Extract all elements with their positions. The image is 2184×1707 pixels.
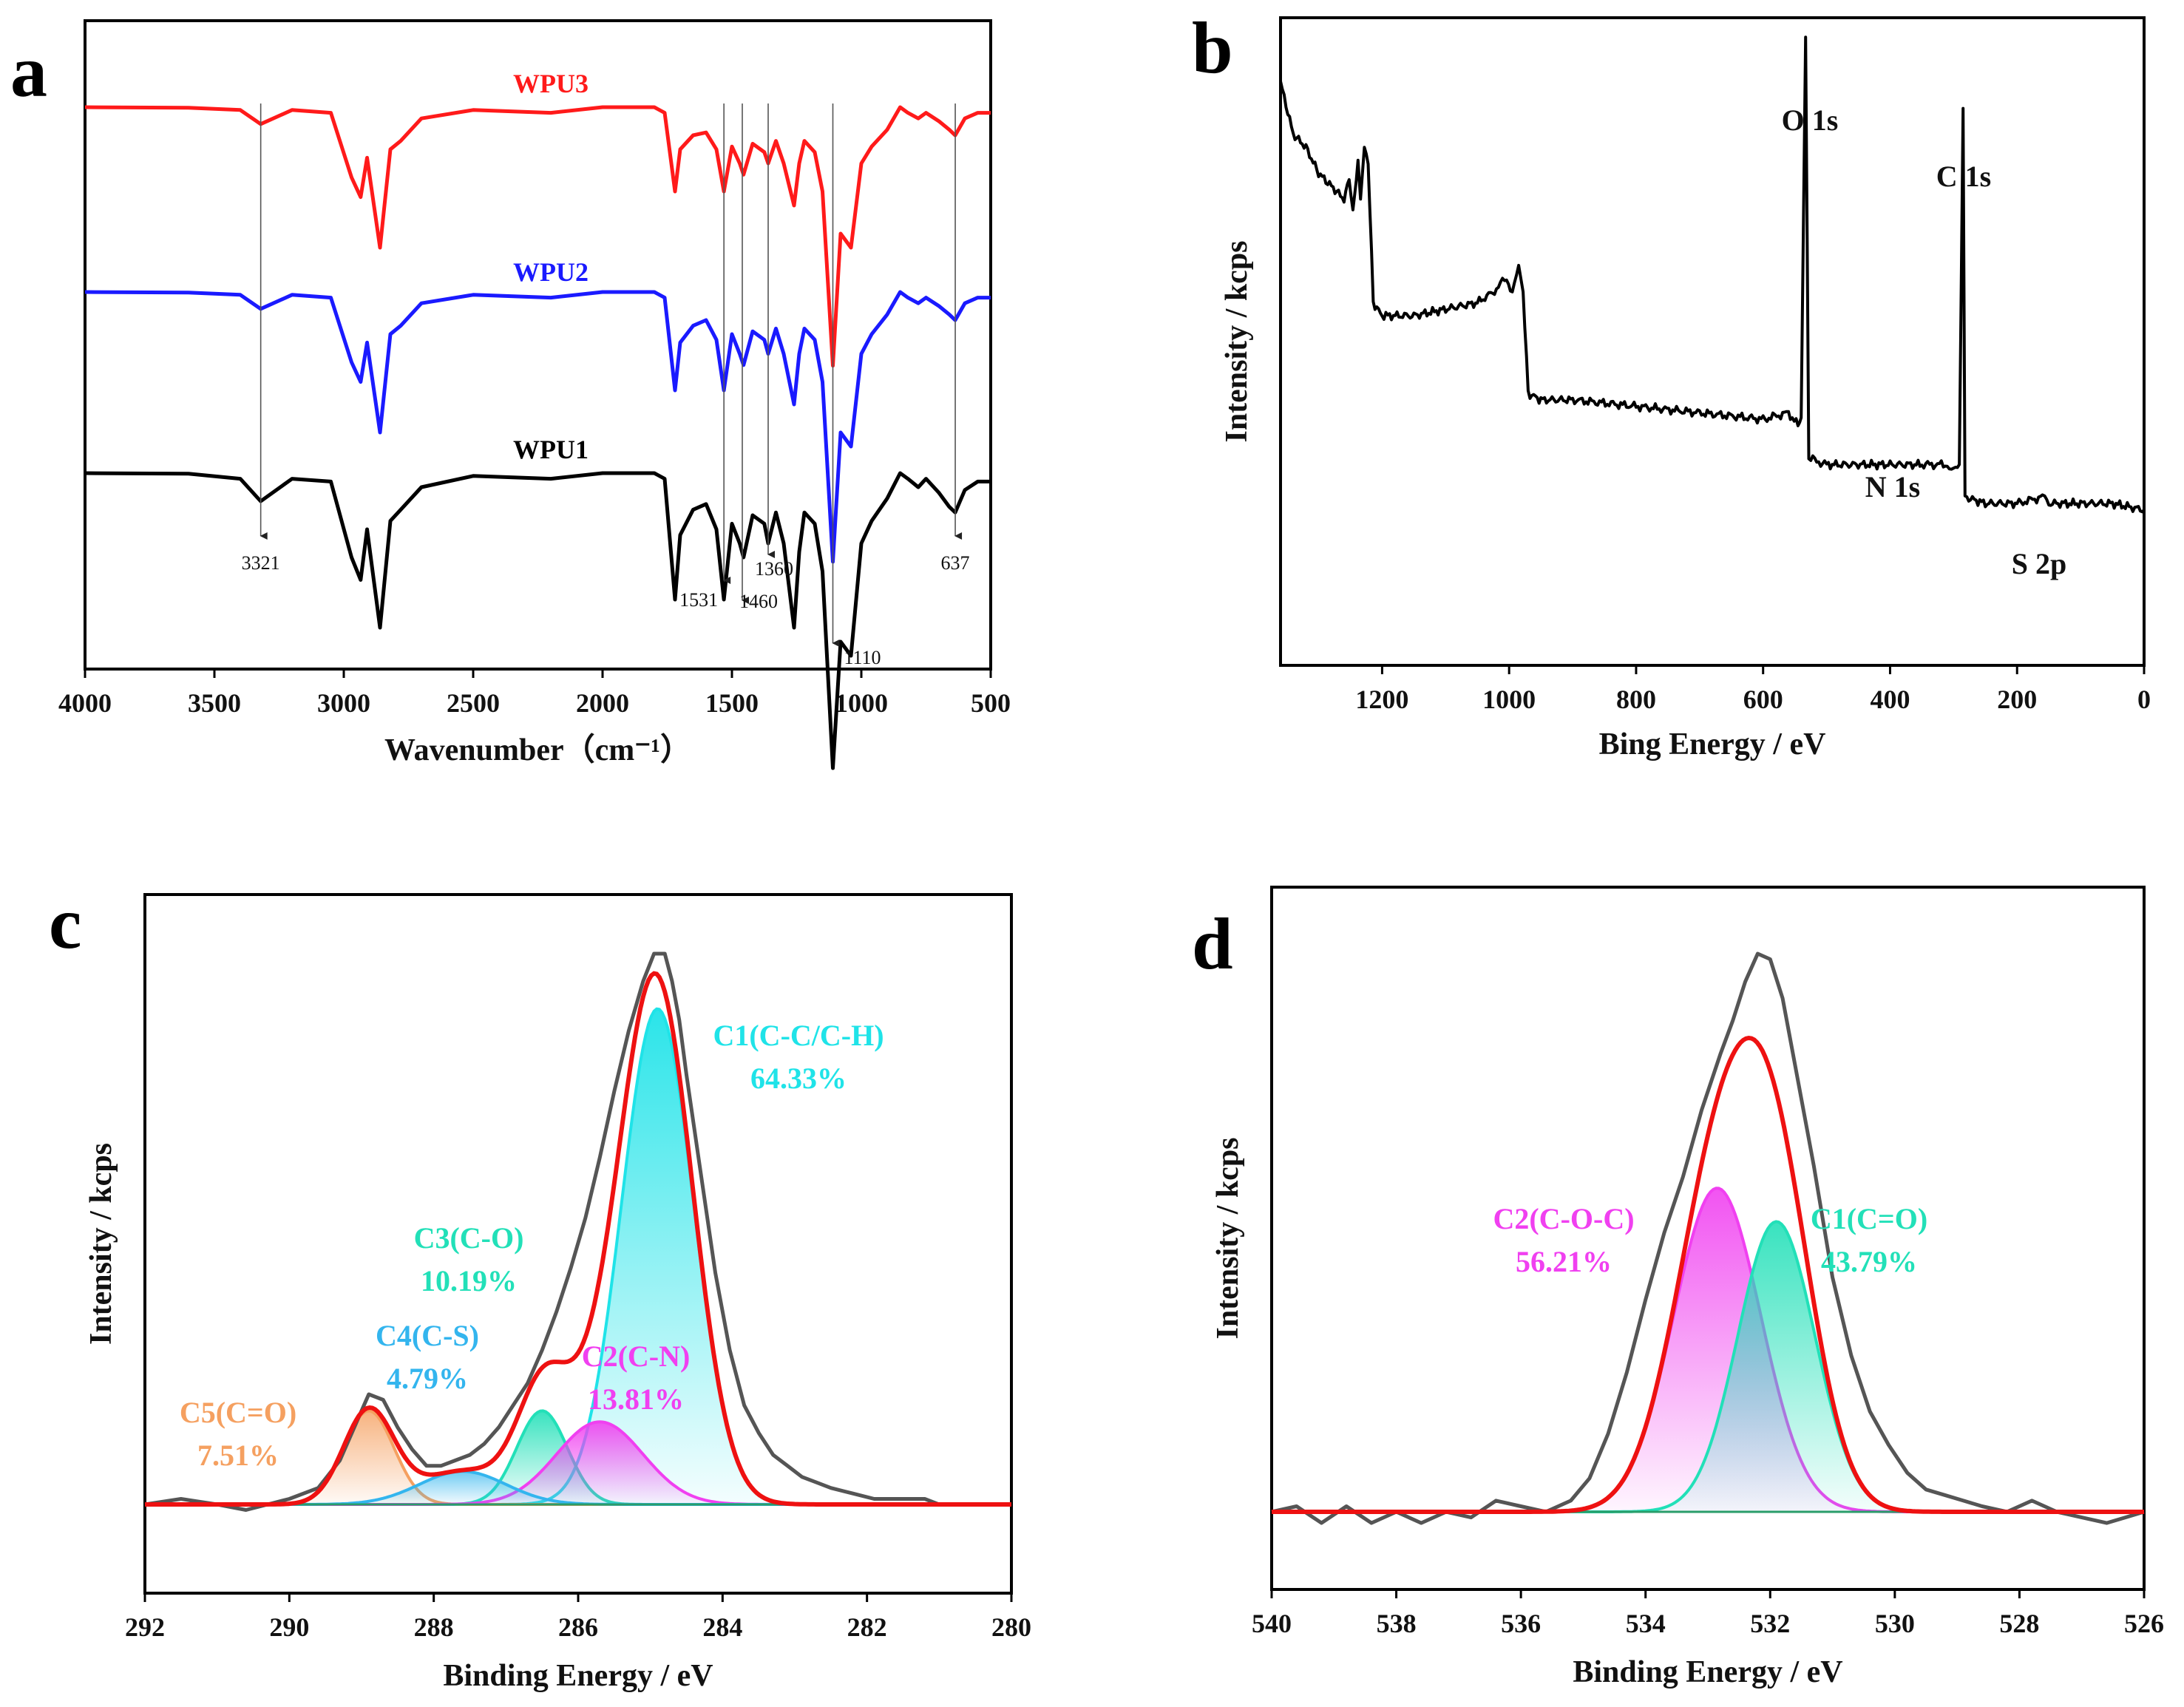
- ftir-marker-label-637: 637: [941, 552, 970, 574]
- panel-c-component-name: C3(C-O): [414, 1221, 524, 1255]
- panel-c-xtick-label: 282: [847, 1612, 887, 1642]
- panel-c-component-name: C1(C-C/C-H): [713, 1019, 884, 1052]
- panel-d-xtick-label: 534: [1626, 1609, 1666, 1638]
- panel-a-xtick-label: 500: [971, 688, 1011, 718]
- ftir-series-label-wpu3: WPU3: [513, 69, 589, 98]
- panel-a-xtick-label: 2500: [447, 688, 500, 718]
- panel-c-component-fill: [145, 1422, 1011, 1504]
- panel-c-xtick-label: 280: [991, 1612, 1031, 1642]
- panel-b-xlabel: Bing Energy / eV: [1599, 727, 1826, 761]
- panel-b-xtick-label: 800: [1616, 685, 1656, 714]
- panel-c-xtick-label: 284: [702, 1612, 742, 1642]
- panel-c-component-percent: 13.81%: [588, 1382, 684, 1416]
- panel-d-component-name: C2(C-O-C): [1493, 1202, 1634, 1235]
- panel-d-component-percent: 56.21%: [1516, 1245, 1612, 1278]
- panel-d-fit-line: [1272, 1035, 2144, 1514]
- panel-c-component-percent: 10.19%: [421, 1264, 517, 1297]
- panel-d-xlabel: Binding Energy / eV: [1573, 1655, 1842, 1689]
- panel-c-component-fill: [145, 1411, 1011, 1504]
- panel-a-xtick-label: 1500: [705, 688, 759, 718]
- panel-b-xtick-label: 1000: [1482, 685, 1536, 714]
- panel-d-o1s-spectrum: 540 538 536 534 532 530 528 526 Binding Energy /…: [1211, 886, 2164, 1689]
- panel-d-component-percent: 43.79%: [1821, 1245, 1917, 1278]
- panel-c-xtick-label: 290: [269, 1612, 309, 1642]
- panel-a-xtick-label: 3500: [188, 688, 241, 718]
- ftir-marker-label-1360: 1360: [755, 558, 793, 580]
- panel-d-xtick-label: 528: [1999, 1609, 2039, 1638]
- panel-label-d: d: [1192, 903, 1233, 985]
- panel-b-xtick-label: 600: [1743, 685, 1783, 714]
- ftir-line-wpu2: [84, 290, 991, 564]
- panel-d-component-fill: [1272, 1188, 2144, 1512]
- panel-c-component-percent: 64.33%: [750, 1062, 847, 1095]
- survey-line: [1279, 35, 2146, 514]
- panel-d-frame: [1270, 886, 2146, 1591]
- panel-d-component-name: C1(C=O): [1811, 1202, 1927, 1235]
- ftir-series-label-wpu1: WPU1: [513, 435, 589, 464]
- panel-b-xtick-label: 400: [1870, 685, 1910, 714]
- panel-d-xtick-label: 540: [1252, 1609, 1292, 1638]
- ftir-marker-label-3321: 3321: [242, 552, 280, 574]
- survey-peak-label-n-1s: N 1s: [1865, 470, 1920, 503]
- ftir-marker-label-1110: 1110: [844, 647, 881, 668]
- survey-peak-label-c-1s: C 1s: [1936, 160, 1991, 193]
- ftir-marker-label-1531: 1531: [679, 589, 718, 611]
- panel-c-ylabel: Intensity / kcps: [84, 1143, 118, 1345]
- panel-c-xtick-label: 288: [414, 1612, 454, 1642]
- panel-d-xtick-label: 536: [1501, 1609, 1541, 1638]
- panel-d-xtick-label: 530: [1875, 1609, 1915, 1638]
- panel-c-xtick-label: 286: [558, 1612, 598, 1642]
- survey-peak-label-o-1s: O 1s: [1782, 103, 1839, 137]
- panel-d-xtick-label: 526: [2124, 1609, 2164, 1638]
- panel-label-c: c: [49, 882, 81, 964]
- panel-c-c1s-spectrum: 292 290 288 286 284 282 280 Binding Energy / eV…: [84, 893, 1031, 1693]
- panel-d-xtick-label: 532: [1750, 1609, 1790, 1638]
- panel-a-frame: [84, 19, 992, 671]
- panel-b-xps-survey: 1200 1000 800 600 400 200 0 Bing Energy / eV Int…: [1220, 16, 2151, 761]
- panel-c-xlabel: Binding Energy / eV: [443, 1659, 713, 1693]
- panel-label-b: b: [1192, 7, 1233, 89]
- ftir-series-label-wpu2: WPU2: [513, 257, 589, 287]
- panel-c-component-name: C5(C=O): [180, 1396, 296, 1429]
- panel-a-xtick-label: 2000: [576, 688, 629, 718]
- panel-a-xtick-label: 3000: [317, 688, 370, 718]
- panel-b-frame: [1279, 16, 2146, 667]
- panel-a-xlabel: Wavenumber（cm⁻¹）: [384, 733, 691, 767]
- panel-b-xtick-label: 0: [2137, 685, 2151, 714]
- panel-c-component-percent: 4.79%: [387, 1362, 468, 1395]
- ftir-line-wpu1: [84, 471, 991, 770]
- panel-c-component-name: C4(C-S): [376, 1319, 479, 1352]
- panel-d-ylabel: Intensity / kcps: [1211, 1137, 1245, 1339]
- panel-b-xtick-label: 1200: [1355, 685, 1408, 714]
- panel-b-xtick-label: 200: [1997, 685, 2037, 714]
- survey-peak-label-s-2p: S 2p: [2012, 547, 2067, 580]
- panel-d-xtick-label: 538: [1377, 1609, 1417, 1638]
- panel-c-component-name: C2(C-N): [582, 1340, 691, 1373]
- panel-label-a: a: [10, 30, 47, 112]
- panel-c-xtick-label: 292: [125, 1612, 165, 1642]
- panel-a-ftir: 4000 3500 3000 2500 2000 1500 1000 500 Wavenumbe…: [58, 19, 1011, 770]
- panel-a-xtick-label: 1000: [835, 688, 888, 718]
- panel-a-xtick-label: 4000: [58, 688, 112, 718]
- ftir-line-wpu3: [84, 105, 991, 368]
- ftir-marker-label-1460: 1460: [739, 591, 778, 612]
- panel-c-fit-line: [145, 971, 1011, 1507]
- panel-c-component-percent: 7.51%: [197, 1439, 279, 1472]
- panel-b-ylabel: Intensity / kcps: [1220, 240, 1254, 442]
